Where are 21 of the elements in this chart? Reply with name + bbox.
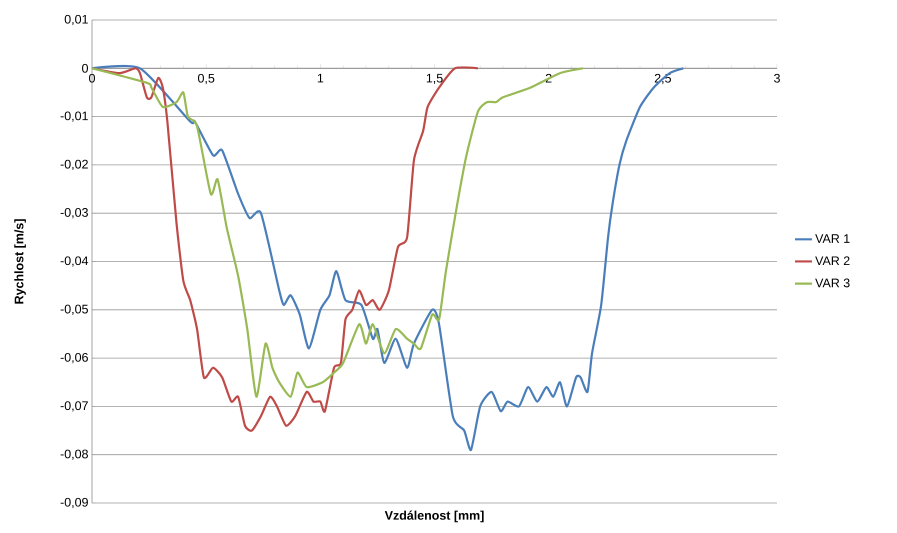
y-tick-label: -0,08 [60,450,88,460]
legend-label: VAR 1 [815,234,850,243]
y-tick-label: -0,04 [60,256,88,267]
legend-label: VAR 2 [815,256,850,266]
y-tick-label: -0,05 [60,304,88,315]
y-tick-label: -0,02 [60,160,88,170]
y-tick-label: 0,01 [64,14,88,26]
x-tick-label: 0 [89,74,95,83]
y-tick-label: -0,07 [60,401,88,412]
x-axis-title: Vzdálenost [mm] [384,510,484,522]
y-tick-label: -0,03 [60,208,88,218]
y-tick-label: -0,06 [60,352,88,364]
y-axis-title: Rychlost [m/s] [14,219,26,304]
y-tick-label: 0 [82,64,88,73]
x-tick-label: 0,5 [198,74,214,84]
y-tick-label: -0,01 [60,111,88,122]
y-tick-label: -0,09 [60,498,88,508]
x-tick-label: 1,5 [426,74,443,84]
legend-label: VAR 3 [815,278,850,288]
x-tick-label: 1 [318,74,324,82]
x-tick-label: 3 [774,74,780,83]
